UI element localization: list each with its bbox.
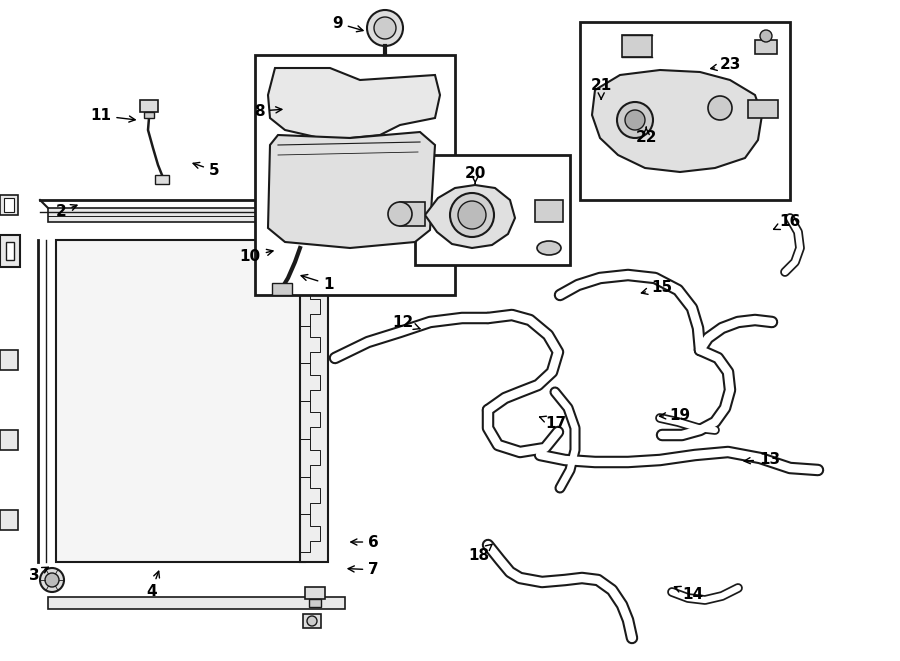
Text: 10: 10 <box>239 249 273 264</box>
Text: 6: 6 <box>351 535 379 549</box>
Polygon shape <box>268 132 435 248</box>
Bar <box>300 240 328 562</box>
Circle shape <box>625 110 645 130</box>
Text: 21: 21 <box>590 79 612 99</box>
Circle shape <box>760 30 772 42</box>
Bar <box>255 55 455 295</box>
Circle shape <box>40 568 64 592</box>
Bar <box>0 235 20 267</box>
Text: 8: 8 <box>254 104 282 118</box>
Bar <box>56 240 305 562</box>
Text: 17: 17 <box>539 416 567 430</box>
Text: 23: 23 <box>711 58 742 72</box>
Text: 2: 2 <box>56 204 77 219</box>
Bar <box>415 155 570 265</box>
Polygon shape <box>268 68 440 138</box>
Text: 12: 12 <box>392 315 420 330</box>
Text: 11: 11 <box>90 108 135 123</box>
Bar <box>48 597 345 609</box>
Polygon shape <box>592 70 762 172</box>
Circle shape <box>617 102 653 138</box>
Circle shape <box>45 573 59 587</box>
Bar <box>6 242 14 260</box>
Bar <box>755 40 777 54</box>
Bar <box>0 350 18 370</box>
Bar <box>400 202 425 226</box>
Bar <box>622 35 652 57</box>
Circle shape <box>367 10 403 46</box>
Text: 9: 9 <box>332 16 363 32</box>
Text: 16: 16 <box>773 214 801 229</box>
Text: 15: 15 <box>642 280 672 295</box>
Bar <box>305 587 325 599</box>
Circle shape <box>458 201 486 229</box>
Bar <box>0 430 18 450</box>
Text: 22: 22 <box>635 127 657 145</box>
Bar <box>4 198 14 212</box>
Text: 7: 7 <box>348 563 379 577</box>
Text: 5: 5 <box>194 163 220 178</box>
Bar <box>48 208 345 222</box>
Circle shape <box>374 17 396 39</box>
Text: 3: 3 <box>29 567 49 582</box>
Text: 14: 14 <box>674 586 704 602</box>
Bar <box>0 510 18 530</box>
Circle shape <box>306 234 322 250</box>
Bar <box>303 614 321 628</box>
Bar <box>272 283 292 295</box>
Bar <box>535 200 563 222</box>
Polygon shape <box>425 185 515 248</box>
Bar <box>748 100 778 118</box>
Circle shape <box>708 96 732 120</box>
Bar <box>580 22 790 200</box>
Text: 20: 20 <box>464 166 486 184</box>
Text: 13: 13 <box>744 452 780 467</box>
Circle shape <box>307 616 317 626</box>
Text: 1: 1 <box>302 274 334 292</box>
Bar <box>140 100 158 112</box>
Text: 4: 4 <box>146 571 159 599</box>
Text: 19: 19 <box>660 408 690 422</box>
Bar <box>155 175 169 184</box>
Circle shape <box>388 202 412 226</box>
Text: 18: 18 <box>468 544 492 563</box>
Bar <box>144 112 154 118</box>
Bar <box>0 195 18 215</box>
Circle shape <box>450 193 494 237</box>
Ellipse shape <box>537 241 561 255</box>
Bar <box>309 599 321 607</box>
